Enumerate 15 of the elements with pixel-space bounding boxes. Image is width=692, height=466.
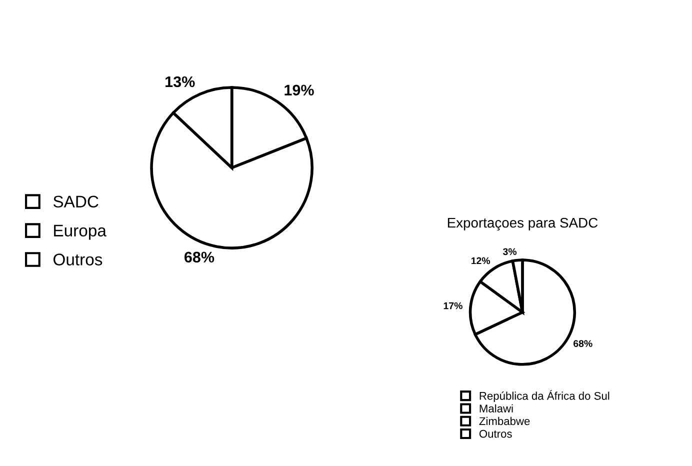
chart-title: Exportaçoes para SADC: [448, 218, 598, 230]
legend-label: Outros: [53, 254, 102, 266]
data-label: 68%: [573, 340, 592, 347]
data-label: 12%: [471, 257, 490, 264]
legend-label: Malawi: [480, 404, 513, 412]
data-label: 68%: [184, 252, 214, 263]
data-label: 19%: [284, 84, 314, 96]
data-label: 13%: [166, 76, 195, 88]
data-label: 3%: [502, 248, 517, 256]
legend-label: Europa: [54, 224, 106, 240]
legend-label: Outros: [479, 430, 512, 438]
legend-label: Zimbabwe: [479, 416, 530, 426]
data-label: 17%: [444, 302, 462, 310]
legend-label: República da África do Sul: [480, 390, 610, 402]
legend-label: SADC: [53, 196, 98, 208]
